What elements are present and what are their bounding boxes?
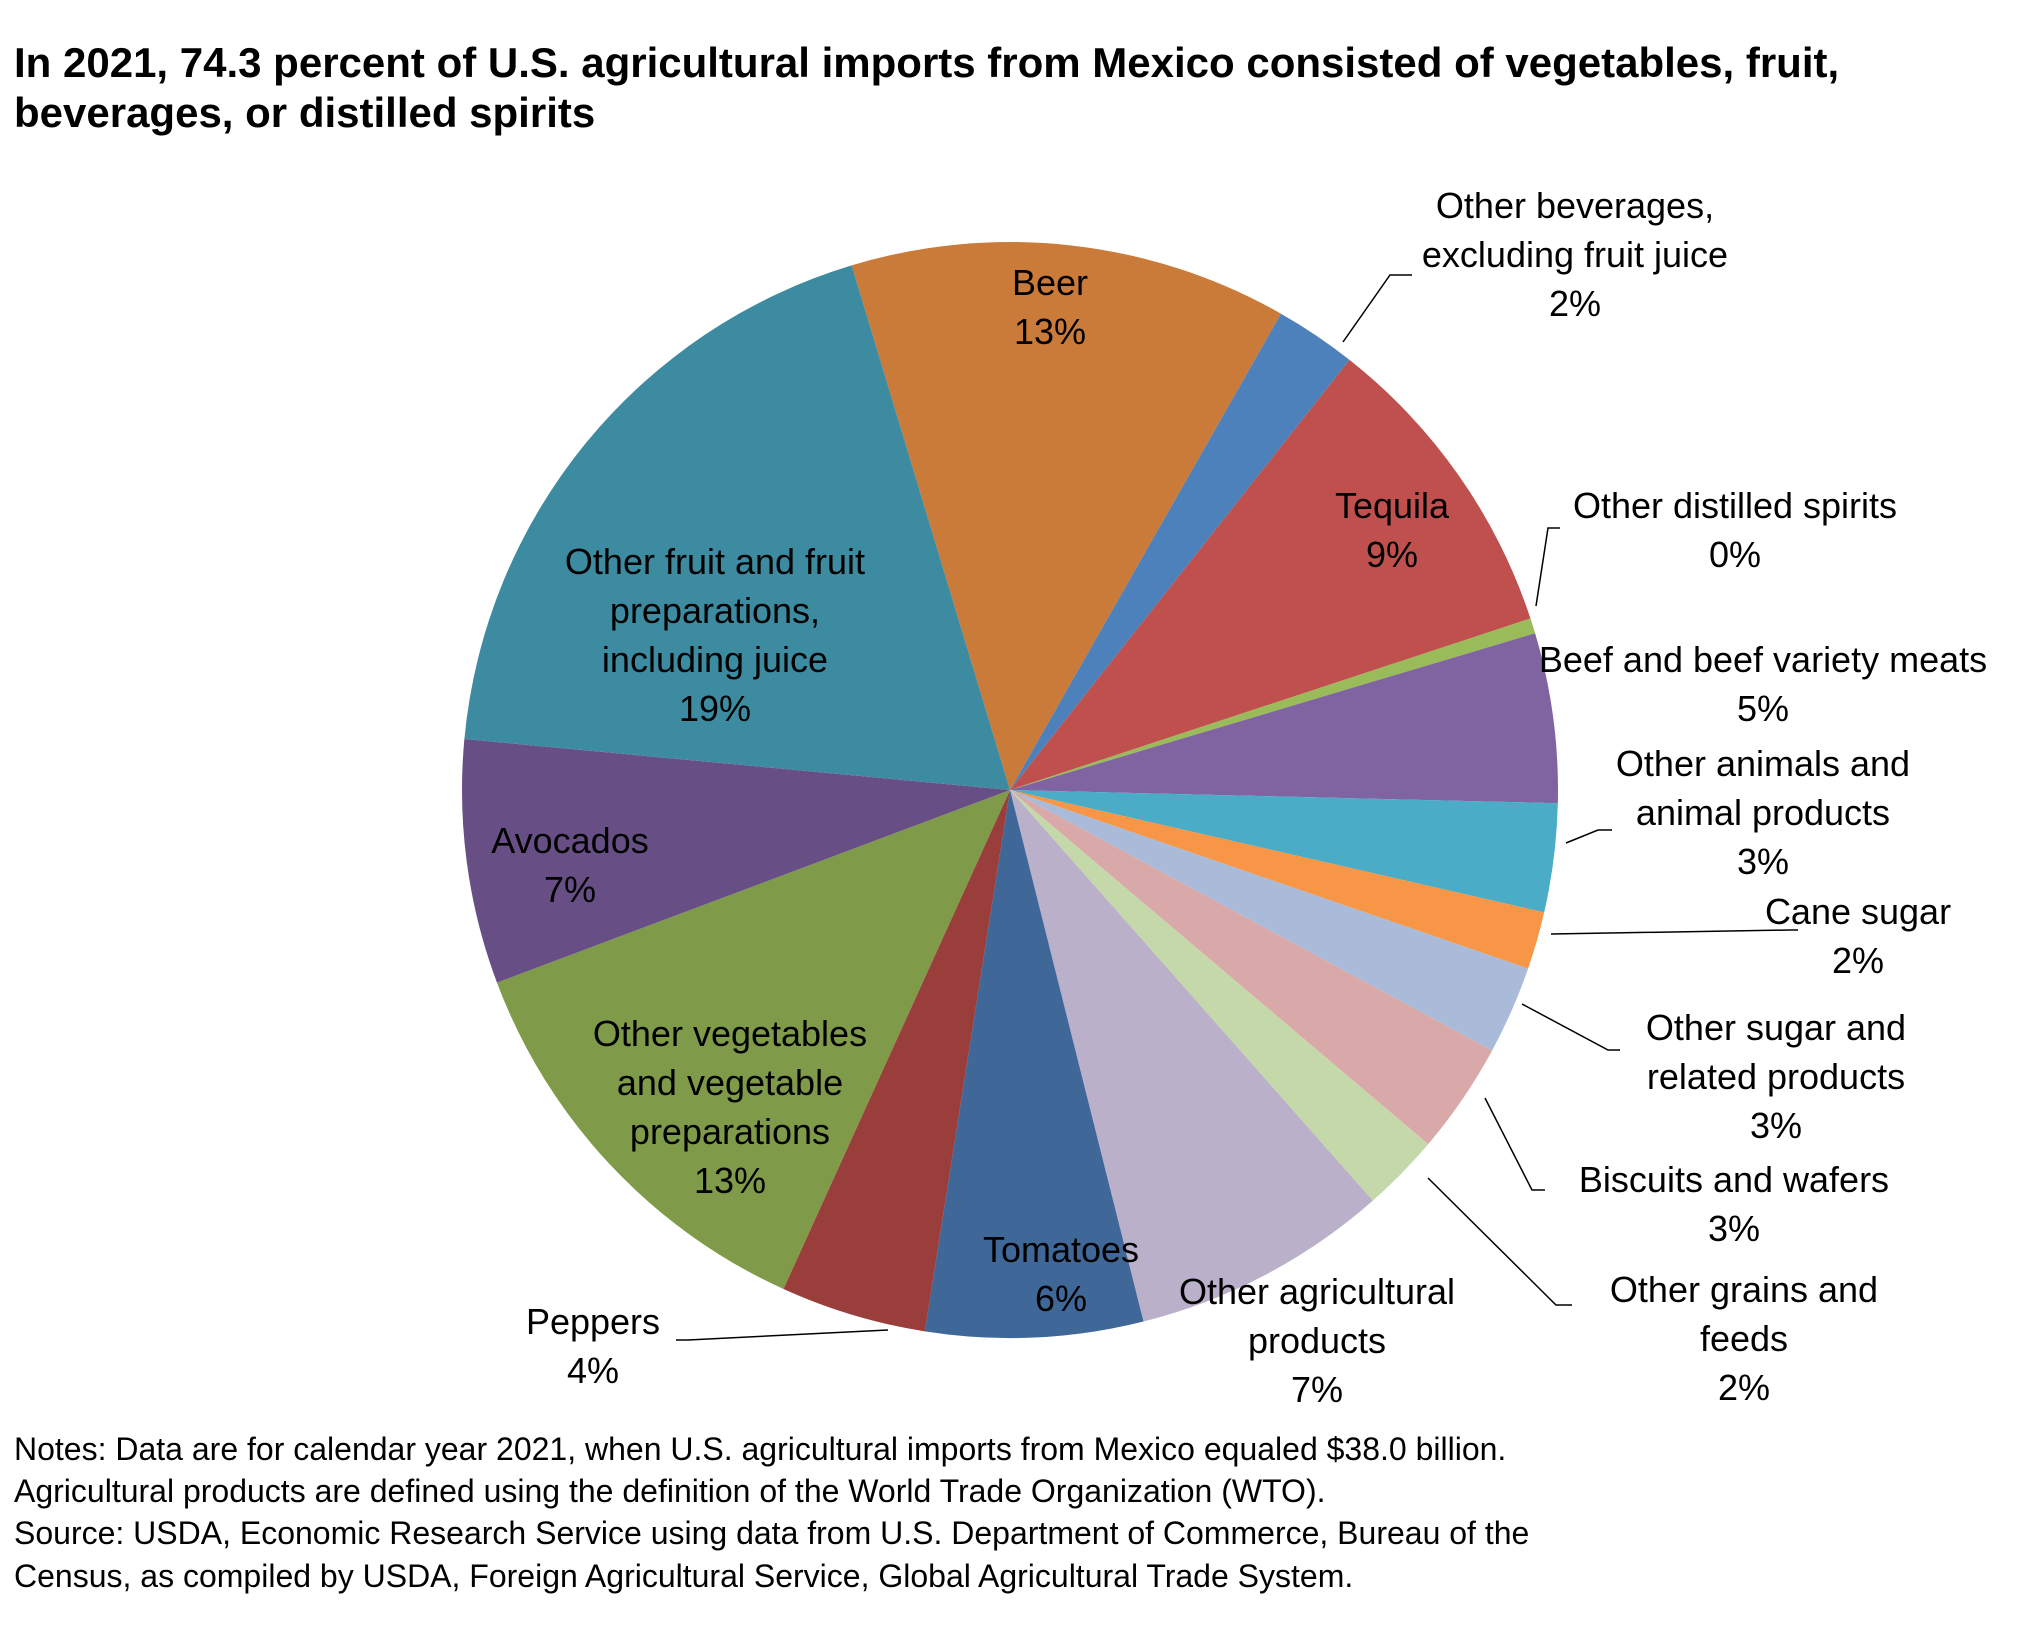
leader-line-other-distilled-spirits — [1535, 527, 1560, 607]
pie-slices — [462, 242, 1558, 1338]
slice-label-line: Tequila — [1335, 485, 1450, 526]
note-line-2: Agricultural products are defined using … — [14, 1473, 1326, 1510]
pie-slice-other-fruit-and-fruit-preparations-including-juice — [464, 265, 1010, 790]
slice-label-line: Other beverages, — [1436, 185, 1714, 226]
slice-label-line: Other vegetables — [593, 1013, 867, 1054]
slice-label-line: Biscuits and wafers — [1579, 1159, 1889, 1200]
slice-percent: 7% — [544, 869, 596, 910]
pie-slice-other-animals-and-animal-products — [1010, 790, 1558, 913]
slice-label-other-beverages-excluding-fruit-juice: Other beverages, excluding fruit juice 2% — [1422, 185, 1728, 324]
slice-label-avocados: Avocados 7% — [491, 820, 648, 910]
source-line-1: Source: USDA, Economic Research Service … — [14, 1515, 1530, 1552]
slice-label-line: Beer — [1012, 262, 1088, 303]
leader-line-cane-sugar — [1550, 929, 1798, 935]
slice-percent: 3% — [1737, 841, 1789, 882]
slice-label-biscuits-and-wafers: Biscuits and wafers 3% — [1579, 1159, 1889, 1249]
pie-slice-avocados — [462, 739, 1010, 983]
slice-label-line: Tomatoes — [983, 1229, 1139, 1270]
slice-percent: 3% — [1708, 1208, 1760, 1249]
pie-slice-tomatoes — [924, 790, 1144, 1338]
pie-slice-tequila — [1010, 359, 1531, 790]
slice-label-cane-sugar: Cane sugar 2% — [1765, 891, 1951, 981]
slice-percent: 13% — [694, 1160, 766, 1201]
slice-label-other-vegetables-and-vegetable-preparations: Other vegetables and vegetable preparation… — [593, 1013, 867, 1201]
slice-label-line: products — [1248, 1320, 1386, 1361]
slice-percent: 5% — [1737, 688, 1789, 729]
slice-percent: 13% — [1014, 311, 1086, 352]
slice-label-other-sugar-and-related-products: Other sugar and related products 3% — [1646, 1007, 1906, 1146]
slice-percent: 2% — [1549, 283, 1601, 324]
slice-labels: Beer 13% Other beverages, excluding fruit j… — [491, 185, 1987, 1410]
slice-label-line: Peppers — [526, 1301, 660, 1342]
slice-label-line: preparations — [630, 1111, 830, 1152]
slice-label-line: Other distilled spirits — [1573, 485, 1897, 526]
slice-label-line: related products — [1647, 1056, 1905, 1097]
pie-slice-other-vegetables-and-vegetable-preparations — [496, 790, 1011, 1289]
slice-label-other-agricultural-products: Other agricultural products 7% — [1179, 1271, 1455, 1410]
pie-slice-other-agricultural-products — [1010, 790, 1373, 1322]
slice-label-other-distilled-spirits: Other distilled spirits 0% — [1573, 485, 1897, 575]
slice-label-line: Other agricultural — [1179, 1271, 1455, 1312]
slice-percent: 7% — [1291, 1369, 1343, 1410]
pie-slice-beer — [851, 242, 1282, 790]
slice-percent: 3% — [1750, 1105, 1802, 1146]
pie-slice-other-distilled-spirits — [1010, 618, 1536, 790]
chart-title: In 2021, 74.3 percent of U.S. agricultur… — [14, 39, 1840, 137]
slice-label-line: feeds — [1700, 1318, 1788, 1359]
slice-label-line: Other animals and — [1616, 743, 1910, 784]
slice-label-line: Cane sugar — [1765, 891, 1951, 932]
slice-percent: 6% — [1035, 1278, 1087, 1319]
pie-slice-beef-and-beef-variety-meats — [1010, 633, 1558, 804]
slice-label-line: Other grains and — [1610, 1269, 1878, 1310]
leader-lines — [676, 274, 1798, 1341]
note-line-1: Notes: Data are for calendar year 2021, … — [14, 1431, 1507, 1467]
slice-label-line: preparations, — [610, 590, 820, 631]
slice-label-peppers: Peppers 4% — [526, 1301, 660, 1391]
slice-label-line: including juice — [602, 639, 828, 680]
leader-line-other-sugar-and-related-products — [1521, 1003, 1620, 1051]
slice-percent: 0% — [1709, 534, 1761, 575]
slice-label-other-fruit-and-fruit-preparations-including-juice: Other fruit and fruit preparations, includ… — [565, 541, 865, 729]
leader-line-other-beverages-excluding-fruit-juice — [1342, 274, 1412, 343]
leader-line-biscuits-and-wafers — [1484, 1097, 1545, 1191]
leader-line-peppers — [676, 1329, 889, 1341]
pie-slice-peppers — [783, 790, 1010, 1332]
slice-label-line: Avocados — [491, 820, 648, 861]
slice-label-other-animals-and-animal-products: Other animals and animal products 3% — [1616, 743, 1910, 882]
pie-slice-other-sugar-and-related-products — [1010, 790, 1529, 1051]
slice-label-line: Beef and beef variety meats — [1539, 639, 1987, 680]
slice-label-line: animal products — [1636, 792, 1890, 833]
slice-percent: 19% — [679, 688, 751, 729]
slice-label-line: Other fruit and fruit — [565, 541, 865, 582]
slice-label-beef-and-beef-variety-meats: Beef and beef variety meats 5% — [1539, 639, 1987, 729]
pie-slice-other-beverages-excluding-fruit-juice — [1010, 313, 1350, 790]
chart-notes: Notes: Data are for calendar year 2021, … — [14, 1428, 2014, 1597]
slice-label-tequila: Tequila 9% — [1335, 485, 1450, 575]
slice-percent: 2% — [1832, 940, 1884, 981]
slice-label-line: excluding fruit juice — [1422, 234, 1728, 275]
pie-slice-cane-sugar — [1010, 790, 1545, 969]
slice-label-beer: Beer 13% — [1012, 262, 1088, 352]
slice-label-line: and vegetable — [617, 1062, 843, 1103]
leader-line-other-animals-and-animal-products — [1565, 829, 1612, 844]
slice-percent: 2% — [1718, 1367, 1770, 1408]
pie-slice-other-grains-and-feeds — [1010, 790, 1429, 1201]
pie-slice-biscuits-and-wafers — [1010, 790, 1493, 1145]
slice-label-tomatoes: Tomatoes 6% — [983, 1229, 1139, 1319]
source-line-2: Census, as compiled by USDA, Foreign Agr… — [14, 1557, 1354, 1594]
slice-percent: 9% — [1366, 534, 1418, 575]
slice-percent: 4% — [567, 1350, 619, 1391]
slice-label-other-grains-and-feeds: Other grains and feeds 2% — [1610, 1269, 1878, 1408]
leader-line-other-grains-and-feeds — [1427, 1177, 1572, 1306]
slice-label-line: Other sugar and — [1646, 1007, 1906, 1048]
